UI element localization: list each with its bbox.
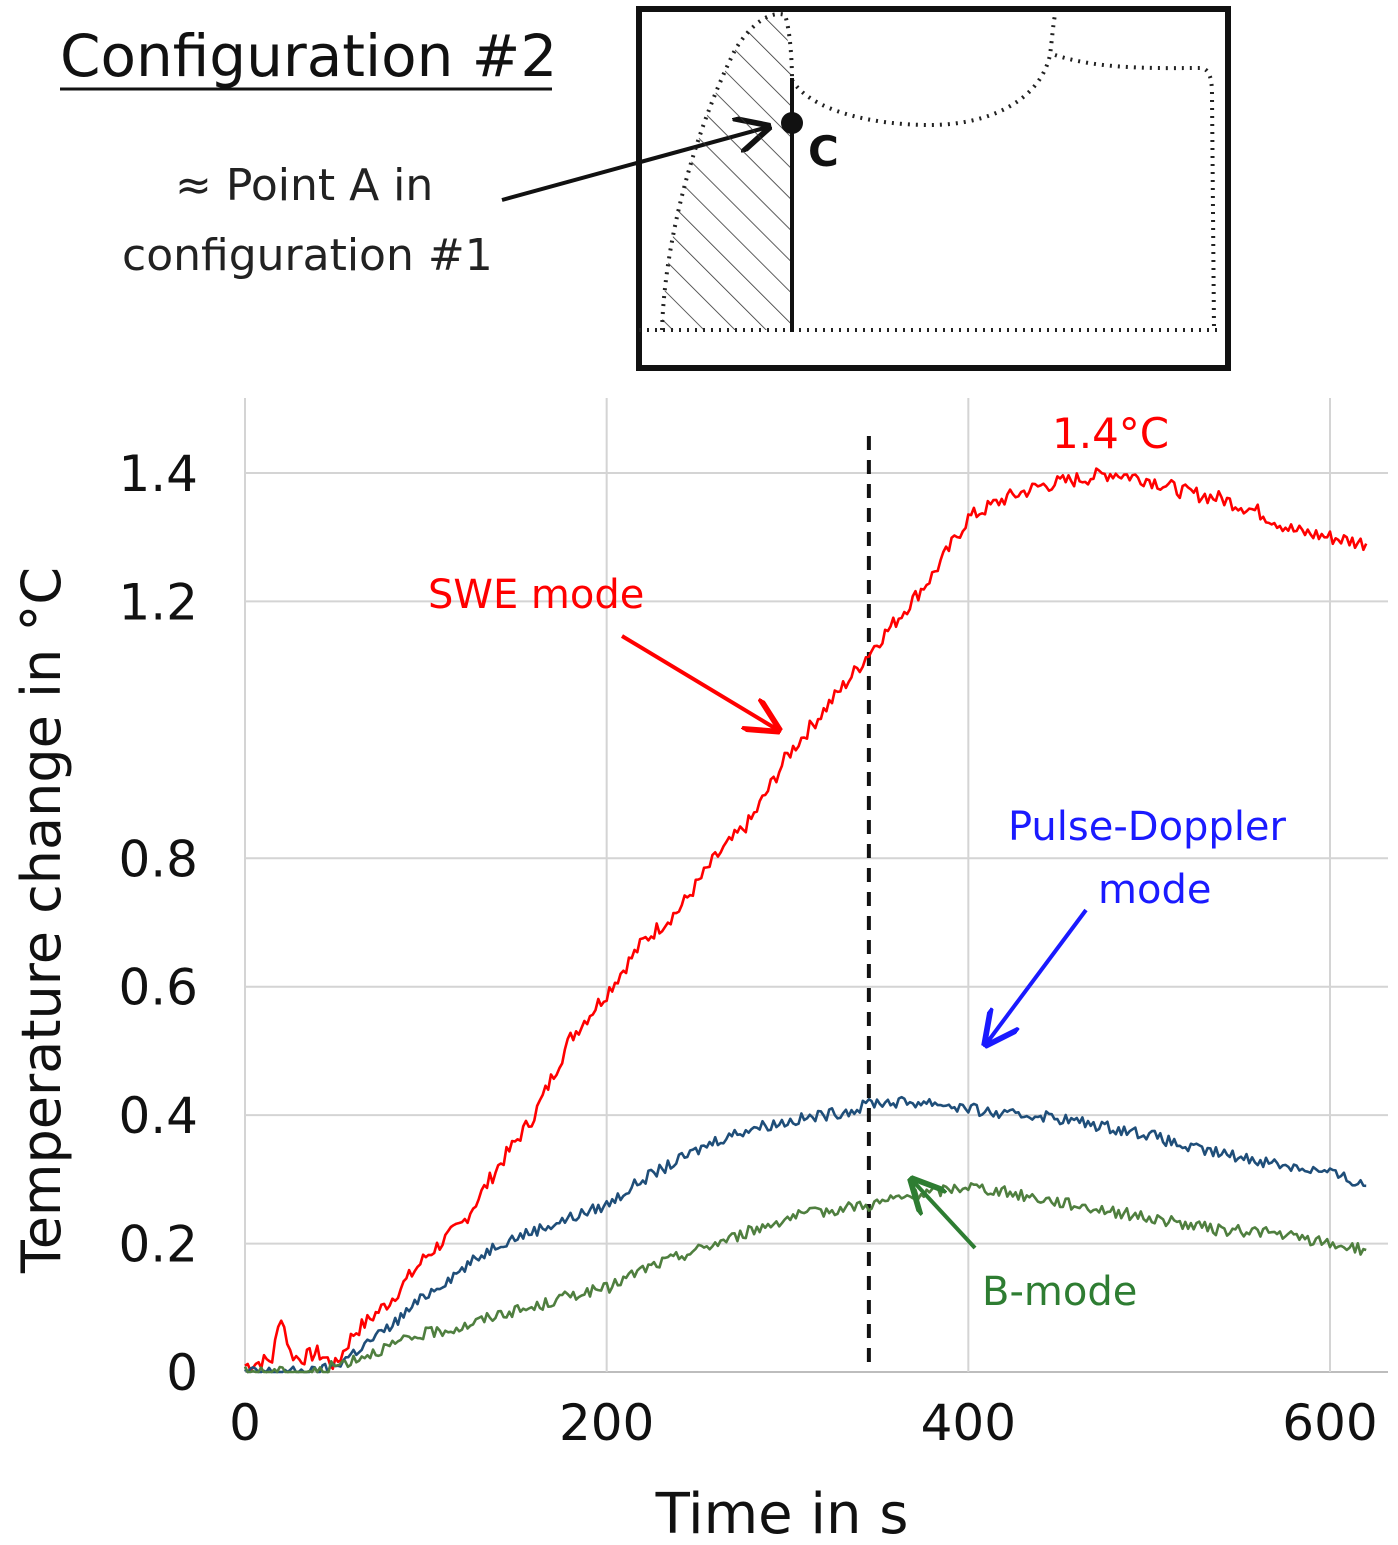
- x-axis-label: Time in s: [655, 1482, 909, 1545]
- point-a-label-line2: configuration #1: [122, 230, 493, 281]
- dotted-outline-left: [660, 12, 794, 331]
- pulse-doppler-annotation-line1: Pulse-Doppler: [1008, 804, 1287, 850]
- b-mode-annotation: B-mode: [982, 1269, 1137, 1315]
- swe-mode-arrow: [620, 634, 778, 730]
- configuration-title: Configuration #2: [60, 22, 557, 90]
- y-tick-label: 0.8: [118, 830, 198, 888]
- x-tick-label: 0: [229, 1394, 261, 1452]
- configuration-header: Configuration #2 ≈ Point A in configurat…: [60, 6, 1231, 371]
- series-line-pulse-doppler-mode: [244, 1095, 1367, 1374]
- y-tick-label: 0.2: [118, 1216, 198, 1274]
- series-line-b-mode: [243, 1182, 1367, 1374]
- y-axis-label: Temperature change in °C: [10, 567, 73, 1274]
- chart-annotations: 1.4°C SWE mode Pulse-Doppler mode B-mode: [428, 409, 1287, 1315]
- dotted-outline-top: [790, 14, 1216, 331]
- y-tick-label: 0: [166, 1344, 198, 1402]
- swe-mode-annotation: SWE mode: [428, 572, 644, 618]
- y-tick-label: 1.2: [118, 573, 198, 631]
- x-tick-label: 600: [1282, 1394, 1377, 1452]
- pulse-doppler-arrow: [986, 908, 1088, 1044]
- pulse-doppler-annotation-line2: mode: [1098, 867, 1211, 913]
- y-tick-label: 1.4: [118, 445, 198, 503]
- diagram-frame: [636, 6, 1231, 371]
- point-c-marker: [781, 112, 803, 134]
- b-mode-arrow: [912, 1180, 977, 1250]
- point-a-label-line1: ≈ Point A in: [175, 160, 433, 211]
- probe-diagram: C: [636, 6, 1231, 371]
- chart-grid: [244, 398, 1388, 1373]
- series-line-swe-mode: [244, 467, 1368, 1372]
- y-tick-label: 0.6: [118, 959, 198, 1017]
- peak-annotation: 1.4°C: [1052, 409, 1169, 458]
- hatched-region: [662, 14, 792, 330]
- point-c-label: C: [808, 127, 839, 176]
- y-tick-label: 0.4: [118, 1087, 198, 1145]
- x-tick-label: 400: [921, 1394, 1016, 1452]
- temperature-chart: 0 0.2 0.4 0.6 0.8 1.2 1.4 0 200 400 600 Time in s…: [10, 398, 1388, 1545]
- y-tick-labels: 0 0.2 0.4 0.6 0.8 1.2 1.4: [118, 445, 198, 1402]
- chart-series: [243, 467, 1368, 1374]
- x-tick-label: 200: [559, 1394, 654, 1452]
- x-tick-labels: 0 200 400 600: [229, 1394, 1378, 1452]
